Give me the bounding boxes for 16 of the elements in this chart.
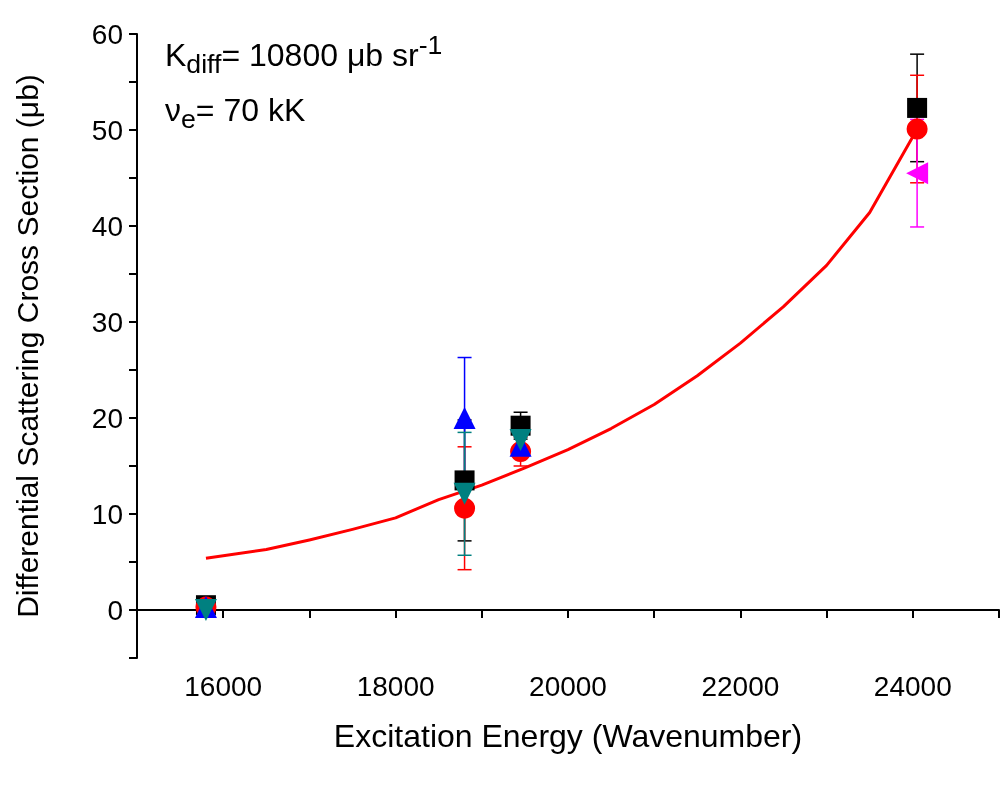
y-tick-label: 0: [107, 594, 123, 626]
y-axis-title: Differential Scattering Cross Section (μb): [10, 74, 44, 618]
annotation: ν$_{e}$= 70 kK: [165, 92, 306, 136]
x-axis-title: Excitation Energy (Wavenumber): [333, 718, 803, 754]
y-tick-label: 50: [91, 114, 123, 146]
x-tick-label: 22000: [701, 670, 780, 702]
y-tick-label: 40: [91, 210, 123, 242]
x-tick-label: 16000: [184, 670, 263, 702]
y-tick-label: 30: [91, 306, 123, 338]
x-tick-label: 20000: [529, 670, 607, 702]
x-tick-label: 24000: [873, 670, 952, 702]
x-tick-label: 18000: [356, 670, 435, 702]
y-tick-label: 20: [91, 402, 123, 434]
y-tick-label: 10: [91, 498, 123, 530]
annotation: K$_{diff}$= 10800 μb sr$^{-1}$: [165, 30, 443, 81]
y-tick-label: 60: [91, 18, 123, 50]
